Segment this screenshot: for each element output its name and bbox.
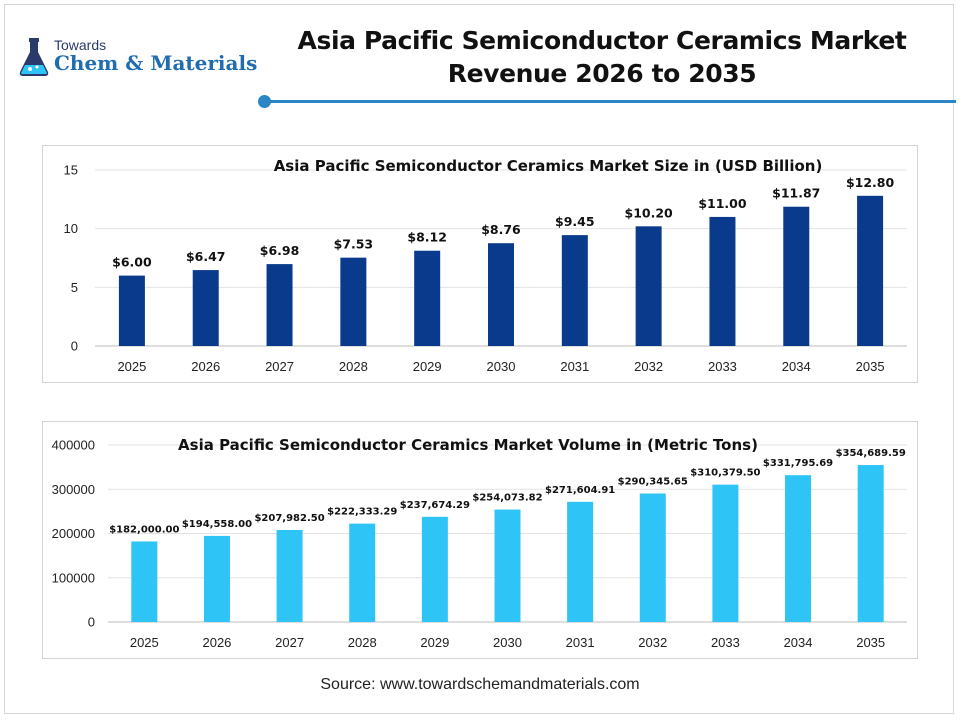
revenue-bar-2025	[118, 275, 145, 346]
revenue-data-label-2026: $6.47	[186, 249, 226, 264]
volume-x-tick-label-2034: 2034	[784, 635, 813, 650]
revenue-data-label-2031: $9.45	[555, 214, 595, 229]
revenue-bar-2031	[561, 235, 588, 346]
revenue-x-tick-label-2029: 2029	[413, 359, 442, 374]
revenue-x-tick-label-2031: 2031	[560, 359, 589, 374]
volume-x-tick-label-2031: 2031	[566, 635, 595, 650]
flask-icon	[19, 38, 49, 76]
revenue-y-tick-label: 15	[64, 163, 78, 178]
revenue-x-tick-label-2034: 2034	[782, 359, 811, 374]
volume-chart-panel	[42, 421, 918, 659]
title-rule	[264, 100, 956, 103]
revenue-y-tick-label: 5	[71, 280, 78, 295]
revenue-bar-2030	[488, 243, 514, 346]
volume-data-label-2030: $254,073.82	[472, 493, 542, 504]
revenue-x-tick-label-2025: 2025	[117, 359, 146, 374]
volume-data-label-2025: $182,000.00	[109, 524, 179, 535]
volume-bar-2032	[639, 493, 666, 622]
volume-x-tick-label-2033: 2033	[711, 635, 740, 650]
brand-line2: Chem & Materials	[54, 51, 258, 75]
volume-data-label-2031: $271,604.91	[545, 485, 615, 496]
revenue-x-tick-label-2032: 2032	[634, 359, 663, 374]
volume-bar-2029	[421, 516, 448, 622]
revenue-y-tick-label: 0	[71, 339, 78, 354]
volume-y-tick-label: 100000	[52, 570, 95, 585]
page-title-line2: Revenue 2026 to 2035	[447, 59, 757, 88]
volume-x-tick-label-2029: 2029	[420, 635, 449, 650]
volume-x-tick-label-2026: 2026	[202, 635, 231, 650]
volume-bar-2031	[567, 501, 594, 622]
page-title: Asia Pacific Semiconductor Ceramics Mark…	[270, 24, 934, 90]
volume-x-tick-label-2028: 2028	[348, 635, 377, 650]
volume-bar-2034	[785, 475, 812, 622]
revenue-data-label-2029: $8.12	[407, 230, 447, 245]
revenue-bar-2035	[857, 195, 884, 346]
revenue-bar-2033	[709, 216, 736, 346]
volume-y-tick-label: 400000	[52, 438, 95, 453]
volume-data-label-2026: $194,558.00	[182, 519, 252, 530]
volume-y-tick-label: 300000	[52, 482, 95, 497]
revenue-x-tick-label-2028: 2028	[339, 359, 368, 374]
revenue-x-tick-label-2030: 2030	[487, 359, 516, 374]
revenue-x-tick-label-2035: 2035	[856, 359, 885, 374]
brand-logo: Towards Chem & Materials	[16, 32, 266, 80]
volume-bar-chart: 0 100000 200000 300000 400000 Asia Pacific Se…	[52, 436, 907, 650]
volume-data-label-2028: $222,333.29	[327, 507, 397, 518]
revenue-y-tick-label: 10	[64, 221, 78, 236]
volume-y-tick-label: 0	[88, 615, 95, 630]
volume-x-tick-label-2025: 2025	[130, 635, 159, 650]
volume-x-tick-label-2030: 2030	[493, 635, 522, 650]
revenue-data-label-2027: $6.98	[260, 243, 300, 258]
revenue-chart-panel	[42, 145, 918, 383]
volume-bar-2026	[203, 535, 230, 622]
volume-data-label-2027: $207,982.50	[254, 513, 324, 524]
brand-line1: Towards	[54, 37, 107, 53]
revenue-data-label-2033: $11.00	[698, 196, 747, 211]
revenue-data-label-2030: $8.76	[481, 222, 521, 237]
volume-y-tick-label: 200000	[52, 526, 95, 541]
volume-bar-2025	[131, 541, 158, 622]
revenue-bar-2034	[783, 206, 810, 346]
volume-bar-2028	[349, 523, 376, 622]
page-frame	[4, 4, 954, 714]
revenue-x-tick-label-2026: 2026	[191, 359, 220, 374]
source-note: Source: www.towardschemandmaterials.com	[320, 676, 640, 693]
volume-x-tick-label-2035: 2035	[856, 635, 885, 650]
revenue-bar-chart: 0 5 10 15 Asia Pacific Semiconductor Ceramic…	[64, 157, 907, 374]
volume-bar-2033	[712, 484, 739, 622]
revenue-bar-2032	[635, 226, 662, 346]
revenue-bar-2029	[414, 250, 441, 346]
volume-bar-2030	[494, 509, 521, 622]
revenue-data-label-2025: $6.00	[112, 255, 152, 270]
volume-bar-2027	[276, 529, 303, 622]
revenue-bar-2027	[266, 264, 293, 346]
revenue-bar-2028	[340, 257, 367, 346]
volume-data-label-2032: $290,345.65	[618, 477, 688, 488]
volume-x-tick-label-2027: 2027	[275, 635, 304, 650]
volume-data-label-2029: $237,674.29	[400, 500, 470, 511]
volume-bar-2035	[857, 465, 884, 622]
volume-data-label-2035: $354,689.59	[836, 448, 906, 459]
revenue-data-label-2034: $11.87	[772, 186, 820, 201]
volume-data-label-2034: $331,795.69	[763, 458, 833, 469]
page-title-line1: Asia Pacific Semiconductor Ceramics Mark…	[297, 26, 907, 55]
revenue-chart-title: Asia Pacific Semiconductor Ceramics Mark…	[274, 157, 823, 175]
revenue-x-tick-label-2033: 2033	[708, 359, 737, 374]
revenue-bar-2026	[192, 270, 219, 346]
volume-data-label-2033: $310,379.50	[690, 468, 760, 479]
revenue-data-label-2028: $7.53	[334, 237, 374, 252]
revenue-data-label-2035: $12.80	[846, 175, 895, 190]
volume-x-tick-label-2032: 2032	[638, 635, 667, 650]
revenue-data-label-2032: $10.20	[625, 205, 674, 220]
volume-chart-title: Asia Pacific Semiconductor Ceramics Mark…	[178, 436, 758, 454]
revenue-x-tick-label-2027: 2027	[265, 359, 294, 374]
